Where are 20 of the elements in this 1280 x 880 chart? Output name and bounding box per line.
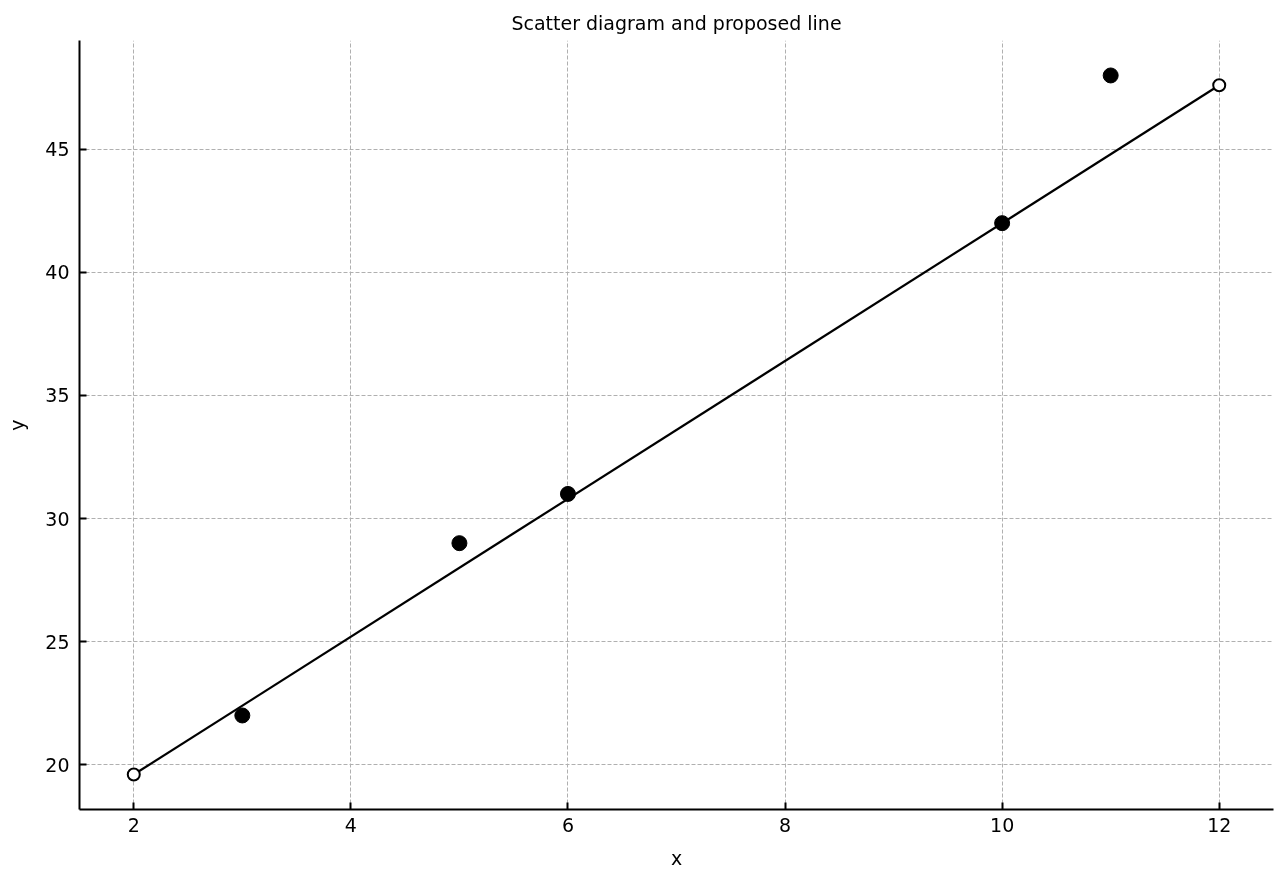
y-tick-label: 30 [45,507,70,530]
x-tick-label: 4 [344,813,357,836]
y-tick-label: 25 [45,630,70,653]
x-tick-label: 2 [127,813,140,836]
x-tick-label: 6 [561,813,574,836]
point [1102,67,1119,84]
y-tick-label: 40 [45,261,70,284]
y-axis-title: y [6,419,29,431]
point [1212,78,1227,93]
y-tick-label: 20 [45,753,70,776]
x-tick-label: 12 [1207,813,1232,836]
chart-title: Scatter diagram and proposed line [511,11,842,34]
point [234,707,251,724]
x-tick-label: 10 [990,813,1015,836]
point [126,767,141,782]
y-tick-label: 45 [45,138,70,161]
y-tick-label: 35 [45,384,70,407]
x-axis-title: x [670,846,683,869]
x-tick-label: 8 [779,813,792,836]
point [451,535,468,552]
